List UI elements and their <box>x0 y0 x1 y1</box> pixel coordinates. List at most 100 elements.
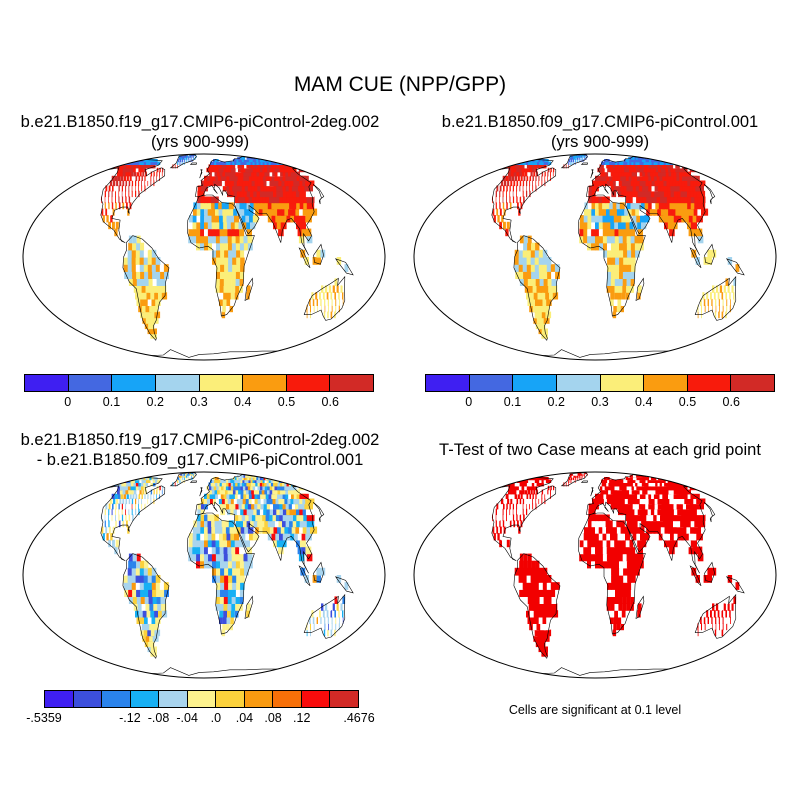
grid-cell <box>599 553 604 562</box>
grid-cell <box>610 171 616 177</box>
grid-cell <box>144 278 150 286</box>
grid-cell <box>145 603 151 611</box>
grid-cell <box>301 546 308 555</box>
grid-cell <box>577 154 580 157</box>
grid-cell <box>135 190 137 198</box>
grid-cell <box>306 305 308 313</box>
coastline-path <box>100 159 166 243</box>
grid-cell <box>606 553 612 562</box>
coastline-path <box>513 553 561 659</box>
coastline-path <box>580 162 588 165</box>
grid-cell <box>196 520 201 528</box>
grid-cell <box>200 235 205 244</box>
grid-cell <box>691 567 697 576</box>
grid-cell <box>537 292 544 300</box>
grid-cell <box>607 242 612 251</box>
grid-cell <box>212 164 217 169</box>
grid-cell <box>611 589 616 597</box>
grid-cell <box>626 503 632 510</box>
grid-cell <box>644 190 651 198</box>
grid-cell <box>132 235 137 244</box>
grid-cell <box>215 603 220 611</box>
grid-cell <box>619 582 624 590</box>
grid-cell <box>256 508 263 516</box>
grid-cell <box>150 493 152 499</box>
grid-cell <box>128 171 132 177</box>
grid-cell <box>542 264 548 272</box>
grid-cell <box>607 582 612 590</box>
grid-cell <box>240 508 246 516</box>
grid-cell <box>519 596 526 604</box>
grid-cell <box>685 533 692 541</box>
grid-cell <box>529 175 532 181</box>
grid-cell <box>316 575 321 583</box>
grid-cell <box>697 526 705 534</box>
grid-cell <box>613 208 619 216</box>
grid-cell <box>231 553 237 562</box>
grid-cell <box>536 603 542 611</box>
colorbar-tick-label: .08 <box>264 711 282 725</box>
grid-cell <box>550 264 556 272</box>
grid-cell <box>226 503 231 510</box>
grid-cell <box>539 161 543 165</box>
grid-cell <box>690 482 703 487</box>
grid-cell <box>649 208 656 216</box>
grid-cell <box>519 271 525 279</box>
grid-cell <box>148 164 152 169</box>
grid-cell <box>208 560 213 569</box>
grid-cell <box>204 221 209 230</box>
grid-cell <box>222 208 228 216</box>
grid-cell <box>614 292 619 300</box>
grid-cell <box>223 553 229 562</box>
grid-cell <box>602 526 607 534</box>
grid-cell <box>101 526 104 534</box>
coastline-path <box>560 154 588 169</box>
grid-cell <box>731 603 734 611</box>
grid-cell <box>304 185 313 192</box>
grid-cell <box>127 477 135 481</box>
grid-cell <box>219 596 225 604</box>
grid-cell <box>551 278 557 286</box>
grid-cell <box>128 489 132 495</box>
grid-cell <box>235 278 240 286</box>
grid-cell <box>606 208 611 216</box>
grid-cell <box>543 479 548 483</box>
grid-cell <box>140 482 145 487</box>
grid-cell <box>152 271 158 279</box>
grid-cell <box>297 482 310 487</box>
grid-cell <box>591 526 596 534</box>
grid-cell <box>280 221 287 230</box>
grid-cell <box>495 514 497 522</box>
grid-cell <box>534 485 538 491</box>
grid-cell <box>207 215 213 223</box>
grid-cell <box>686 164 698 169</box>
grid-cell <box>106 533 109 541</box>
grid-cell <box>615 264 620 272</box>
grid-cell <box>598 228 604 237</box>
grid-cell <box>618 228 624 237</box>
grid-cell <box>625 221 631 230</box>
grid-cell <box>204 180 208 187</box>
grid-cell <box>219 215 224 223</box>
grid-cell <box>523 560 528 569</box>
grid-cell <box>722 616 724 624</box>
grid-cell <box>250 221 256 230</box>
grid-cell <box>499 208 502 216</box>
grid-cell <box>718 629 720 637</box>
grid-cell <box>108 526 111 534</box>
grid-cell <box>574 159 576 163</box>
grid-cell <box>529 164 534 169</box>
grid-cell <box>122 485 127 491</box>
grid-cell <box>533 610 540 618</box>
grid-cell <box>615 498 621 505</box>
grid-cell <box>642 185 649 192</box>
grid-cell <box>248 196 255 204</box>
grid-cell <box>730 616 731 624</box>
grid-cell <box>310 305 311 313</box>
grid-cell <box>286 161 299 165</box>
grid-cell <box>641 520 647 528</box>
grid-cell <box>233 180 240 187</box>
grid-cell <box>144 596 150 604</box>
coastline-path <box>577 194 646 317</box>
grid-cell <box>717 292 720 300</box>
